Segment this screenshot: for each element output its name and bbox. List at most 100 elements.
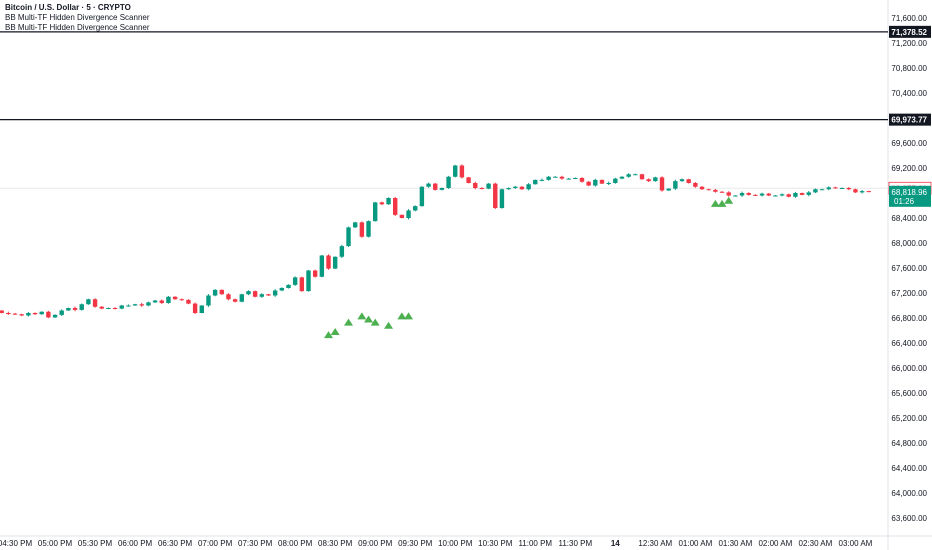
x-tick-label: 05:30 PM — [78, 539, 113, 548]
candle-body — [779, 194, 785, 196]
x-tick-label: 01:30 AM — [718, 539, 752, 548]
candle-body — [433, 183, 438, 190]
level-price-tag — [889, 113, 931, 126]
x-tick-label: 08:30 PM — [318, 539, 353, 548]
candle-body — [486, 183, 491, 189]
candle-body — [459, 165, 465, 178]
level-price-tag — [889, 25, 931, 38]
candle-body — [112, 308, 118, 309]
candle-body — [833, 187, 838, 189]
candle-body — [312, 270, 318, 277]
candle-body — [186, 299, 191, 304]
candle-body — [292, 277, 298, 285]
candle-body — [373, 202, 378, 222]
candle-body — [132, 304, 138, 306]
signal-triangle — [364, 315, 374, 323]
candle-body — [506, 188, 511, 190]
candle-body — [406, 210, 411, 218]
candle-body — [6, 313, 11, 314]
candle-body — [326, 255, 331, 269]
y-tick-label: 71,600.00 — [891, 14, 927, 23]
candle-body — [92, 299, 98, 307]
x-tick-label: 03:00 AM — [839, 539, 873, 548]
candle-body — [279, 288, 285, 291]
price-labels: 71,378.5269,973.7768,875.2068,818.9601:2… — [888, 25, 932, 207]
y-tick-label: 70,400.00 — [891, 89, 927, 98]
x-tick-label: 02:00 AM — [758, 539, 792, 548]
candle-body — [86, 299, 91, 305]
candle-body — [846, 188, 851, 190]
candle-body — [99, 306, 104, 309]
candle-body — [339, 246, 345, 257]
signal-triangle — [324, 331, 334, 339]
candle-body — [272, 290, 278, 296]
x-tick-label: 07:30 PM — [238, 539, 273, 548]
candle-body — [252, 291, 258, 297]
candle-body — [466, 177, 471, 183]
symbol-title[interactable]: Bitcoin / U.S. Dollar · 5 · CRYPTO — [5, 3, 131, 12]
y-tick-label: 67,200.00 — [891, 289, 927, 298]
signal-triangle — [330, 328, 340, 335]
candle-body — [573, 178, 578, 179]
candle-body — [866, 191, 871, 193]
indicator-label-2[interactable]: BB Multi-TF Hidden Divergence Scanner — [5, 23, 150, 32]
last-price-tag — [889, 185, 931, 207]
candle-body — [813, 189, 818, 193]
candle-body — [366, 221, 371, 237]
candle-body — [679, 179, 685, 182]
y-tick-label: 71,200.00 — [891, 39, 927, 48]
candle-body — [219, 289, 224, 295]
time-axis[interactable]: 04:30 PM 05:00 PM 05:30 PM 06:00 PM 06:30 PM… — [0, 539, 873, 548]
level-price-label: 71,378.52 — [891, 28, 927, 37]
candle-body — [719, 191, 725, 193]
candle-body — [513, 186, 518, 188]
candle-body — [639, 174, 645, 180]
signal-triangle — [384, 321, 394, 329]
candle-body — [819, 189, 825, 191]
candle-body — [559, 176, 565, 179]
price-axis[interactable]: 71,600.0071,200.0070,800.0070,400.0070,0… — [891, 14, 927, 523]
signal-triangle — [370, 318, 380, 326]
candle-body — [0, 310, 4, 313]
candle-body — [519, 186, 525, 190]
candle-body — [226, 294, 231, 300]
indicator-label-1[interactable]: BB Multi-TF Hidden Divergence Scanner — [5, 13, 150, 22]
candle-body — [659, 177, 665, 191]
signal-triangle — [397, 312, 407, 320]
y-tick-label: 66,800.00 — [891, 314, 927, 323]
y-tick-label: 64,400.00 — [891, 464, 927, 473]
candle-body — [593, 179, 598, 186]
candle-body — [119, 305, 124, 309]
candle-body — [232, 299, 238, 302]
candle-body — [172, 296, 178, 300]
candle-body — [19, 314, 24, 316]
last-price-label: 68,818.96 — [891, 188, 927, 197]
candle-body — [699, 186, 705, 190]
candle-body — [413, 206, 418, 211]
x-tick-label: 11:30 PM — [558, 539, 592, 548]
x-tick-label: 14 — [611, 539, 620, 548]
candle-body — [653, 177, 658, 182]
y-tick-label: 67,600.00 — [891, 264, 927, 273]
x-tick-label: 05:00 PM — [38, 539, 73, 548]
candle-body — [146, 302, 151, 306]
candle-body — [526, 184, 531, 190]
y-tick-label: 68,000.00 — [891, 239, 927, 248]
candle-body — [79, 304, 84, 310]
candle-body — [286, 284, 291, 288]
x-tick-label: 12:30 AM — [638, 539, 672, 548]
x-tick-label: 02:30 AM — [799, 539, 833, 548]
candle-body — [773, 195, 778, 197]
signal-triangle — [357, 312, 367, 320]
candle-body — [152, 300, 158, 303]
candle-body — [159, 300, 164, 303]
signal-triangle — [710, 199, 720, 207]
y-tick-label: 64,800.00 — [891, 439, 927, 448]
candle-body — [352, 222, 358, 228]
candle-body — [393, 198, 398, 215]
candle-body — [613, 178, 618, 183]
candle-body — [746, 193, 751, 195]
candle-body — [332, 256, 338, 269]
y-tick-label: 68,400.00 — [891, 214, 927, 223]
